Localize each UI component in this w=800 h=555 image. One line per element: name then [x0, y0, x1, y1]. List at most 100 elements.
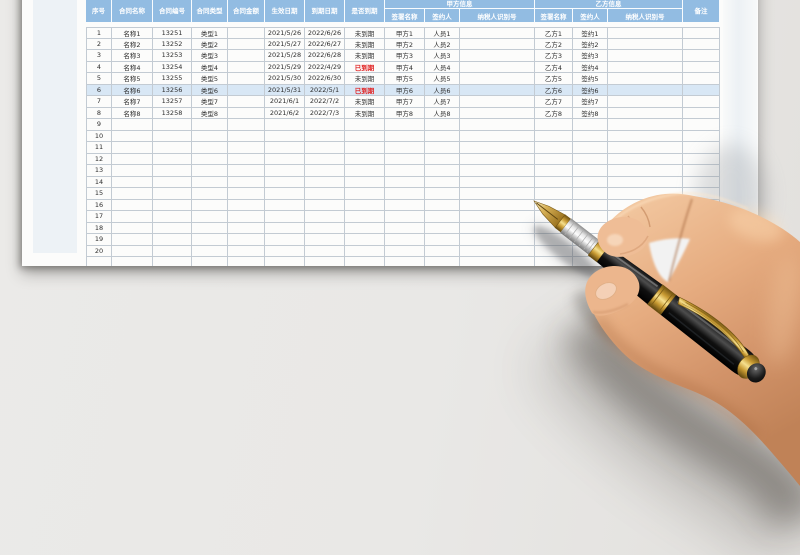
- cell-code: 13253: [153, 50, 192, 62]
- cell-index: 15: [86, 188, 112, 200]
- cell-type: [192, 130, 228, 142]
- cell-a_name: [385, 153, 425, 165]
- cell-b_name: [535, 234, 573, 246]
- cell-index: 5: [86, 73, 112, 85]
- header-b_tax: 纳税人识别号: [608, 9, 683, 22]
- cell-name: 名称5: [112, 73, 153, 85]
- cell-b_signer: 签约1: [573, 27, 608, 39]
- cell-a_signer: [425, 119, 460, 131]
- cell-b_tax: [608, 211, 683, 223]
- cell-status: [345, 176, 385, 188]
- cell-a_signer: [425, 153, 460, 165]
- cell-b_name: [535, 245, 573, 257]
- cell-a_name: 甲方5: [385, 73, 425, 85]
- cell-a_signer: 人员6: [425, 84, 460, 96]
- cell-type: [192, 153, 228, 165]
- cell-a_signer: [425, 142, 460, 154]
- cell-a_signer: 人员2: [425, 38, 460, 50]
- cell-a_name: [385, 119, 425, 131]
- cell-name: [112, 222, 153, 234]
- cell-name: 名称3: [112, 50, 153, 62]
- cell-amount: [228, 27, 265, 39]
- cell-end: 2022/5/1: [305, 84, 345, 96]
- cell-b_name: [535, 153, 573, 165]
- cell-code: [153, 119, 192, 131]
- cell-remark: [683, 199, 720, 211]
- cell-b_name: [535, 188, 573, 200]
- cell-b_name: 乙方3: [535, 50, 573, 62]
- cell-b_signer: 签约3: [573, 50, 608, 62]
- cell-index: 14: [86, 176, 112, 188]
- cell-code: 13258: [153, 107, 192, 119]
- cell-remark: [683, 153, 720, 165]
- cell-status: [345, 234, 385, 246]
- cell-a_tax: [460, 211, 535, 223]
- cell-start: [265, 130, 305, 142]
- cell-code: [153, 245, 192, 257]
- cell-status: [345, 199, 385, 211]
- paper-sheet: 序号 合同名称 合同编号 合同类型 合同金额 生效日期 到期日期 是否到期 签署名称 签约人 纳税人…: [22, 0, 758, 266]
- cell-type: 类型4: [192, 61, 228, 73]
- cell-index: 10: [86, 130, 112, 142]
- cell-remark: [683, 38, 720, 50]
- cell-end: [305, 165, 345, 177]
- cell-status: [345, 153, 385, 165]
- cell-code: 13252: [153, 38, 192, 50]
- cell-type: [192, 119, 228, 131]
- cell-remark: [683, 188, 720, 200]
- cell-end: 2022/6/28: [305, 50, 345, 62]
- cell-b_tax: [608, 245, 683, 257]
- cell-amount: [228, 130, 265, 142]
- cell-b_tax: [608, 165, 683, 177]
- cell-remark: [683, 27, 720, 39]
- cell-a_name: 甲方4: [385, 61, 425, 73]
- cell-end: [305, 234, 345, 246]
- cell-code: [153, 222, 192, 234]
- cell-remark: [683, 73, 720, 85]
- cell-start: [265, 211, 305, 223]
- cell-remark-empty: [683, 257, 720, 266]
- cell-a_signer: [425, 199, 460, 211]
- cell-status: 未到期: [345, 73, 385, 85]
- cell-a_name: 甲方7: [385, 96, 425, 108]
- cell-b_name: [535, 142, 573, 154]
- cell-a_tax-empty: [460, 257, 535, 266]
- cell-start: 2021/6/1: [265, 96, 305, 108]
- cell-end: [305, 130, 345, 142]
- cell-amount: [228, 142, 265, 154]
- header-a_tax: 纳税人识别号: [460, 9, 535, 22]
- cell-b_tax: [608, 96, 683, 108]
- cell-index: 3: [86, 50, 112, 62]
- cell-type: 类型6: [192, 84, 228, 96]
- cell-status-empty: [345, 257, 385, 266]
- cell-b_signer: [573, 165, 608, 177]
- cell-a_name: [385, 176, 425, 188]
- cell-name-empty: [112, 257, 153, 266]
- cell-b_name: [535, 165, 573, 177]
- cell-type: 类型1: [192, 27, 228, 39]
- cell-amount: [228, 153, 265, 165]
- cell-end: 2022/4/29: [305, 61, 345, 73]
- cell-name: 名称2: [112, 38, 153, 50]
- cell-index: 11: [86, 142, 112, 154]
- cell-status: [345, 165, 385, 177]
- cell-b_tax: [608, 222, 683, 234]
- cell-b_tax: [608, 38, 683, 50]
- cell-type: [192, 199, 228, 211]
- header-a_signer: 签约人: [425, 9, 460, 22]
- cell-a_tax: [460, 61, 535, 73]
- cell-b_signer: 签约5: [573, 73, 608, 85]
- header-start: 生效日期: [265, 0, 305, 22]
- cell-start: 2021/5/28: [265, 50, 305, 62]
- cell-b_signer: [573, 211, 608, 223]
- cell-index: 4: [86, 61, 112, 73]
- header-group-party-a: 甲方信息: [385, 0, 535, 9]
- cell-b_name: 乙方1: [535, 27, 573, 39]
- cell-name: [112, 211, 153, 223]
- cell-a_tax: [460, 130, 535, 142]
- cell-name: [112, 176, 153, 188]
- cell-b_tax: [608, 234, 683, 246]
- cell-code: [153, 188, 192, 200]
- cell-status: 未到期: [345, 27, 385, 39]
- cell-a_tax: [460, 245, 535, 257]
